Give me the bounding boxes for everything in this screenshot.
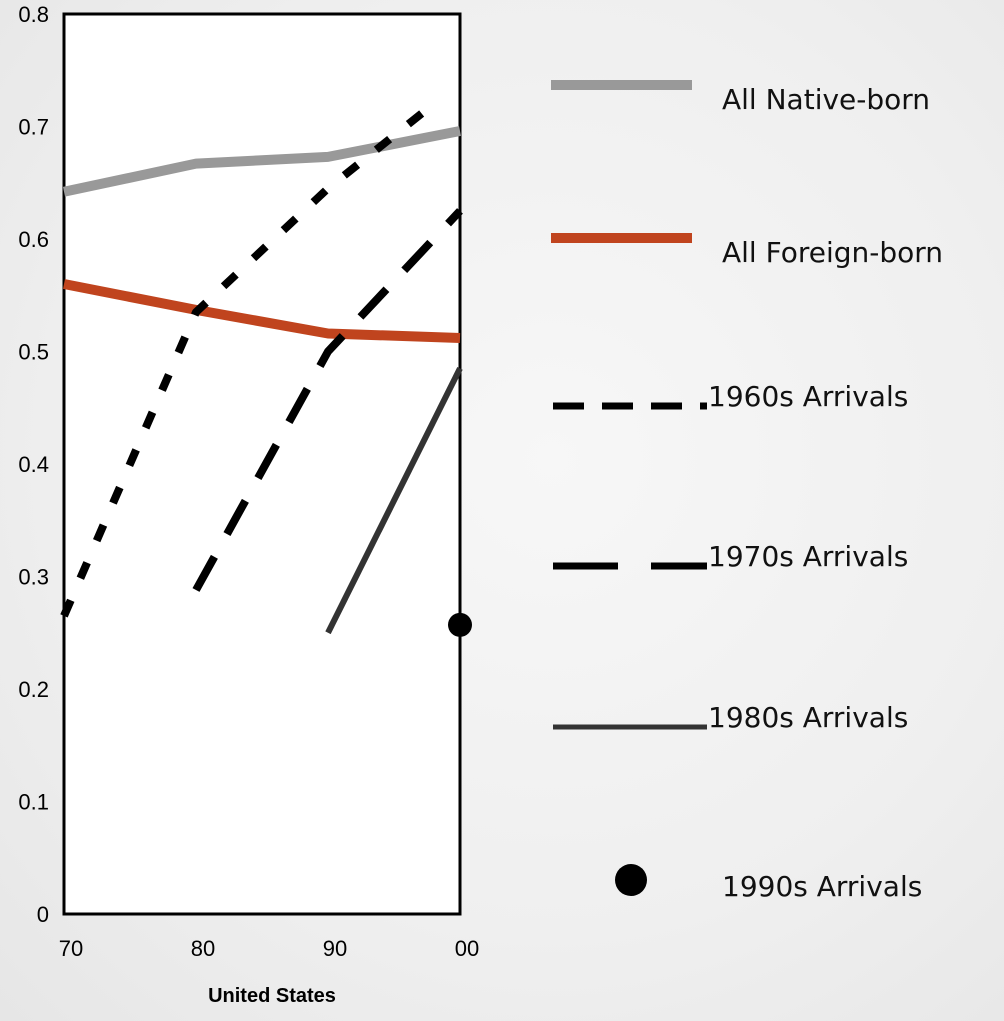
y-tick-label: 0.5 bbox=[18, 340, 49, 365]
y-tick-label: 0.4 bbox=[18, 452, 49, 477]
legend-label-1960s-arrivals: 1960s Arrivals bbox=[708, 380, 908, 413]
y-tick-label: 0.6 bbox=[18, 227, 49, 252]
legend-label-all-native-born: All Native-born bbox=[722, 83, 930, 116]
x-axis: 70 80 90 00 bbox=[59, 936, 479, 961]
1990s-arrivals-point bbox=[448, 612, 472, 637]
y-tick-label: 0.1 bbox=[18, 790, 49, 815]
x-tick-label: 90 bbox=[323, 936, 347, 961]
y-tick-label: 0.8 bbox=[18, 2, 49, 27]
y-tick-label: 0.2 bbox=[18, 677, 49, 702]
y-tick-label: 0.3 bbox=[18, 565, 49, 590]
legend-label-1990s-arrivals: 1990s Arrivals bbox=[722, 870, 922, 903]
x-axis-title: United States bbox=[208, 985, 336, 1007]
legend-label-1970s-arrivals: 1970s Arrivals bbox=[708, 540, 908, 573]
series-layer bbox=[60, 100, 472, 637]
x-tick-label: 70 bbox=[59, 936, 83, 961]
legend: All Native-born All Foreign-born 1960s Arr… bbox=[551, 80, 943, 903]
legend-label-1980s-arrivals: 1980s Arrivals bbox=[708, 701, 908, 734]
1960s-arrivals-line bbox=[60, 100, 437, 618]
all-foreign-born-line bbox=[63, 279, 461, 343]
y-tick-label: 0 bbox=[37, 902, 49, 927]
legend-swatch-1990s-arrivals bbox=[615, 864, 647, 896]
y-tick-label: 0.7 bbox=[18, 115, 49, 140]
legend-label-all-foreign-born: All Foreign-born bbox=[722, 236, 943, 269]
1970s-arrivals-line bbox=[192, 208, 463, 592]
y-axis: 0 0.1 0.2 0.3 0.4 0.5 0.6 0.7 0.8 bbox=[18, 2, 49, 927]
1980s-arrivals-line bbox=[325, 367, 463, 635]
x-tick-label: 80 bbox=[191, 936, 215, 961]
x-tick-label: 00 bbox=[455, 936, 479, 961]
all-native-born-line bbox=[62, 126, 461, 197]
